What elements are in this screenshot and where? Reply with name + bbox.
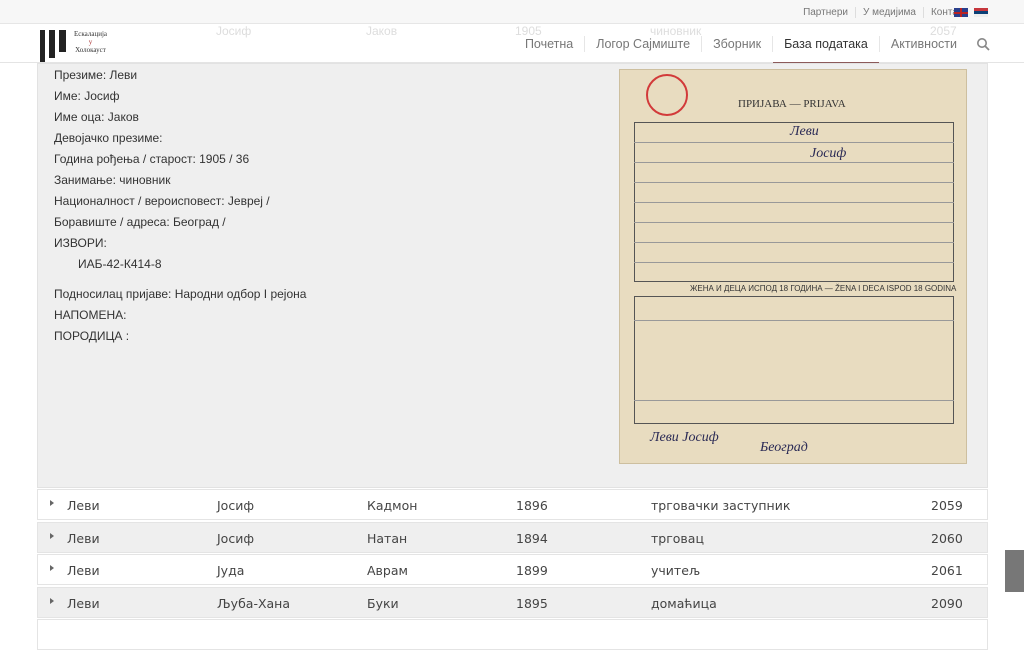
table-row[interactable] [37,619,988,650]
handwriting: Леви Јосиф [650,430,719,445]
cell-id: 2090 [931,595,963,611]
field-residence: Боравиште / адреса: Београд / [54,215,226,229]
document-family-box [634,296,954,424]
table-row[interactable]: Леви Јосиф Натан 1894 трговац 2060 [37,521,988,553]
cell-surname: Леви [67,498,100,513]
expand-arrow-icon[interactable] [50,565,54,571]
cell-surname: Леви [67,530,100,546]
ghost-cell: Јаков [366,24,398,38]
registration-document-image[interactable]: ПРИЈАВА — PRIJAVA ЖЕНА И ДЕЦА ИСПОД 18 Г… [619,69,967,464]
handwriting: Леви [790,124,819,139]
nav-activities[interactable]: Активности [878,35,968,52]
cell-occupation: трговац [651,530,704,546]
record-detail-panel: Презиме: Леви Име: Јосиф Име оца: Јаков … [37,63,988,488]
top-bar: Партнери У медијима Контакт [0,0,1024,24]
ghost-cell: Јосиф [216,24,252,38]
serbian-flag-icon[interactable] [974,8,988,17]
link-contact[interactable]: Контакт [922,7,974,18]
link-partners[interactable]: Партнери [803,7,848,18]
document-subtitle: ЖЕНА И ДЕЦА ИСПОД 18 ГОДИНА — ŽENA I DEC… [690,284,957,293]
cell-occupation: трговачки заступник [651,498,791,513]
main-nav: Почетна Логор Сајмиште Зборник База пода… [514,24,990,64]
table-row[interactable]: Леви Љуба-Хана Буки 1895 домаћица 2090 [37,586,988,618]
field-father: Име оца: Јаков [54,110,139,124]
field-surname: Презиме: Леви [54,68,138,82]
cell-id: 2059 [931,498,963,513]
expand-arrow-icon[interactable] [50,532,54,539]
nav-database[interactable]: База података [772,35,879,64]
cell-surname: Леви [67,563,100,578]
source-item: ИАБ-42-К414-8 [78,257,162,271]
table-row[interactable]: Леви Јосиф Кадмон 1896 трговачки заступник 20… [37,489,988,520]
scroll-to-top-button[interactable] [1005,550,1024,592]
logo[interactable]: Ескалација у Холокауст [40,30,107,62]
cell-father: Натан [367,530,408,546]
cell-year: 1899 [516,563,548,578]
logo-text: Ескалација [74,30,107,38]
table-row[interactable]: Леви Јуда Аврам 1899 учитељ 2061 [37,554,988,585]
stamp [646,74,688,116]
header [0,24,1024,63]
cell-name: Јосиф [217,530,255,546]
cell-year: 1894 [516,530,548,546]
expand-arrow-icon[interactable] [50,500,54,506]
search-icon[interactable] [976,37,990,51]
cell-name: Јуда [217,563,245,578]
cell-surname: Леви [67,595,100,611]
cell-year: 1895 [516,595,548,611]
ghost-cell: 2057 [930,24,957,38]
english-flag-icon[interactable] [954,8,968,17]
nav-camp[interactable]: Логор Сајмиште [584,35,701,52]
field-occupation: Занимање: чиновник [54,173,171,187]
sources-label: ИЗВОРИ: [54,236,107,250]
cell-father: Аврам [367,563,408,578]
handwriting: Јосиф [810,146,847,161]
cell-id: 2061 [931,563,963,578]
cell-father: Буки [367,595,399,611]
document-title: ПРИЈАВА — PRIJAVA [738,98,846,110]
cell-name: Љуба-Хана [217,595,291,611]
field-note: НАПОМЕНА: [54,308,127,322]
cell-occupation: учитељ [651,563,701,578]
cell-year: 1896 [516,498,548,513]
nav-proceedings[interactable]: Зборник [701,35,772,52]
field-submitter: Подносилац пријаве: Народни одбор I рејо… [54,287,307,301]
ghost-cell: 1905 [515,24,542,38]
expand-arrow-icon[interactable] [50,597,54,604]
field-name: Име: Јосиф [54,89,120,103]
field-birth: Година рођења / старост: 1905 / 36 [54,152,250,166]
link-media[interactable]: У медијима [854,7,923,18]
cell-name: Јосиф [217,498,255,513]
record-details: Презиме: Леви Име: Јосиф Име оца: Јаков … [54,68,306,350]
top-links: Партнери У медијима Контакт [796,7,974,18]
field-nationality: Националност / вероисповест: Јеврej / [54,194,270,208]
cell-father: Кадмон [367,498,418,513]
handwriting: Београд [760,440,808,455]
cell-occupation: домаћица [651,595,717,611]
logo-text: Холокауст [75,46,106,54]
cell-id: 2060 [931,530,963,546]
field-maiden: Девојачко презиме: [54,131,163,145]
field-family: ПОРОДИЦА : [54,329,130,343]
logo-text: у [88,38,93,46]
ghost-cell: чиновник [650,24,702,38]
nav-home[interactable]: Почетна [524,36,574,51]
